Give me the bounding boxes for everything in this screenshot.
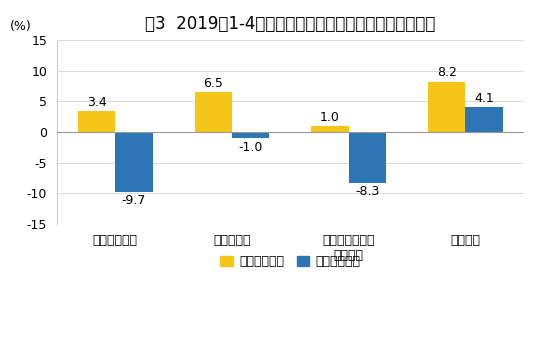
Legend: 营业收入增速, 利润总额增速: 营业收入增速, 利润总额增速 (216, 250, 365, 273)
Title: 图3  2019年1-4月份分经济类型营业收入与利润总额增速: 图3 2019年1-4月份分经济类型营业收入与利润总额增速 (145, 15, 436, 33)
Text: 6.5: 6.5 (203, 77, 223, 90)
Text: 3.4: 3.4 (87, 96, 107, 109)
Bar (78, 111, 115, 132)
Text: 4.1: 4.1 (474, 92, 494, 104)
Text: 8.2: 8.2 (437, 66, 457, 79)
Bar (428, 82, 465, 132)
Bar (312, 126, 349, 132)
Text: 1.0: 1.0 (320, 111, 340, 123)
Bar (465, 107, 503, 132)
Bar (232, 132, 270, 138)
Text: -1.0: -1.0 (239, 141, 263, 154)
Bar (115, 132, 153, 192)
Text: -9.7: -9.7 (122, 194, 146, 207)
Text: -8.3: -8.3 (355, 186, 379, 198)
Bar (349, 132, 386, 183)
Bar (195, 92, 232, 132)
Text: (%): (%) (10, 20, 32, 33)
